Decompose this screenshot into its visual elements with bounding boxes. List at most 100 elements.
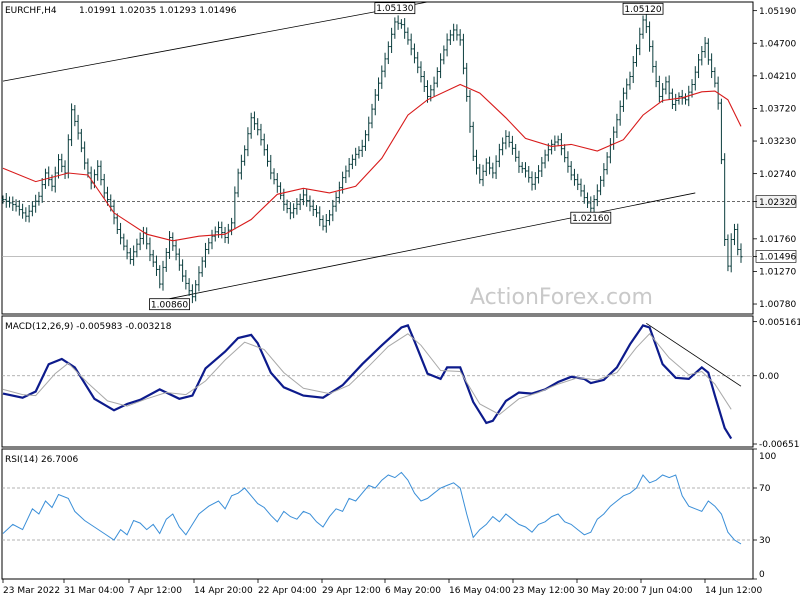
ohlc-bar — [710, 53, 714, 79]
ohlc-bar — [318, 206, 322, 227]
macd-panel-frame — [1, 315, 754, 448]
ohlc-bar — [236, 168, 240, 198]
ohlc-bar — [181, 259, 185, 282]
price-annotation-label: 1.05130 — [376, 4, 413, 14]
ohlc-bar — [504, 130, 508, 150]
ohlc-bar — [478, 163, 482, 184]
ohlc-bar — [468, 90, 472, 133]
ohlc-bar — [576, 173, 580, 191]
ohlc-bar — [168, 231, 172, 259]
ohlc-bar — [321, 215, 325, 231]
ohlc-bar — [635, 44, 639, 67]
ohlc-bar — [390, 27, 394, 54]
price-annotation-label: 1.02160 — [572, 214, 609, 224]
ohlc-bar — [530, 171, 534, 191]
ohlc-bar — [171, 232, 175, 251]
price-axis-tick-label: 1.04700 — [759, 39, 796, 49]
ohlc-bar — [298, 193, 302, 211]
price-axis-tick-label: 1.02320 — [759, 198, 796, 208]
ohlc-bar — [154, 255, 158, 276]
ohlc-bar — [86, 158, 90, 178]
ohlc-bar — [383, 52, 387, 78]
price-axis-tick-label: 1.00780 — [759, 300, 796, 310]
ohlc-bar — [135, 238, 139, 258]
watermark: ActionForex.com — [470, 285, 653, 310]
x-axis-tick-label: 16 May 04:00 — [449, 586, 511, 596]
ohlc-bar — [638, 27, 642, 56]
ohlc-bar — [432, 76, 436, 97]
price-axis-tick-label: 1.04210 — [759, 72, 796, 82]
ohlc-bar — [373, 88, 377, 116]
ohlc-bar — [337, 181, 341, 204]
ohlc-bars — [1, 13, 743, 304]
price-annotation-box — [149, 298, 190, 311]
ohlc-bar — [344, 165, 348, 184]
ohlc-bar — [416, 51, 420, 74]
ohlc-bar — [363, 130, 367, 151]
ohlc-bar — [399, 19, 403, 29]
ohlc-bar — [187, 278, 191, 296]
ohlc-bar — [331, 199, 335, 222]
ohlc-bar — [556, 135, 560, 147]
ohlc-bar — [207, 238, 211, 255]
ohlc-bar — [128, 247, 132, 265]
x-axis-tick-label: 29 Apr 12:00 — [322, 586, 381, 596]
ohlc-bar — [197, 266, 201, 292]
ohlc-bar — [70, 103, 74, 147]
ohlc-bar — [412, 43, 416, 64]
ohlc-bar — [125, 239, 129, 260]
x-axis-tick-label: 23 May 12:00 — [513, 586, 575, 596]
price-annotation-label: 1.00860 — [151, 300, 188, 310]
ohlc-bar — [667, 75, 671, 100]
ohlc-bar — [481, 164, 485, 187]
rsi-title: RSI(14) 26.7006 — [5, 455, 78, 465]
price-axis-tick-label: 1.03720 — [759, 105, 796, 115]
ohlc-bar — [406, 27, 410, 45]
ohlc-bar — [393, 17, 397, 39]
ohlc-bar — [249, 112, 253, 139]
ohlc-bar — [736, 223, 740, 256]
ohlc-bar — [458, 29, 462, 46]
ohlc-bar — [200, 257, 204, 277]
ohlc-bar — [693, 66, 697, 91]
ohlc-bar — [350, 154, 354, 170]
macd-axis-tick-label: 0.005161 — [759, 318, 800, 328]
ohlc-bar — [102, 173, 106, 199]
ohlc-bar — [259, 123, 263, 146]
ohlc-bar — [657, 75, 661, 103]
ohlc-bar — [543, 149, 547, 169]
ohlc-bar — [203, 242, 207, 268]
ohlc-bar — [96, 160, 100, 181]
ohlc-bar — [334, 192, 338, 212]
ohlc-bar — [422, 71, 426, 92]
ohlc-bar — [648, 21, 652, 52]
ohlc-bar — [305, 188, 309, 207]
ohlc-bar — [223, 226, 227, 244]
price-axis-tick-label: 1.03230 — [759, 137, 796, 147]
rsi-panel-frame — [1, 448, 754, 580]
ohlc-bar — [292, 203, 296, 219]
ohlc-bar — [488, 156, 492, 175]
ohlc-bar — [252, 111, 256, 130]
ohlc-bar — [706, 38, 710, 65]
ohlc-bar — [550, 139, 554, 155]
ohlc-bar — [53, 166, 57, 193]
ohlc-bar — [559, 133, 563, 156]
macd-axis-tick-label: -0.006514 — [759, 440, 800, 450]
ohlc-bar — [119, 222, 123, 245]
price-axis-tick-label: 1.05190 — [759, 7, 796, 17]
ohlc-bar — [324, 214, 328, 233]
price-axis-tick-label: 1.02740 — [759, 170, 796, 180]
x-axis-tick-label: 6 May 20:00 — [385, 586, 441, 596]
ohlc-bar — [579, 178, 583, 197]
ohlc-bar — [122, 233, 126, 251]
ohlc-bar — [683, 93, 687, 105]
x-axis-tick-label: 30 May 20:00 — [577, 586, 639, 596]
ohlc-bar — [24, 207, 28, 222]
ohlc-bar — [465, 62, 469, 102]
x-axis-tick-label: 14 Jun 12:00 — [705, 586, 762, 596]
ohlc-bar — [89, 166, 93, 190]
ohlc-bar — [177, 248, 181, 271]
ohlc-bar — [621, 87, 625, 112]
